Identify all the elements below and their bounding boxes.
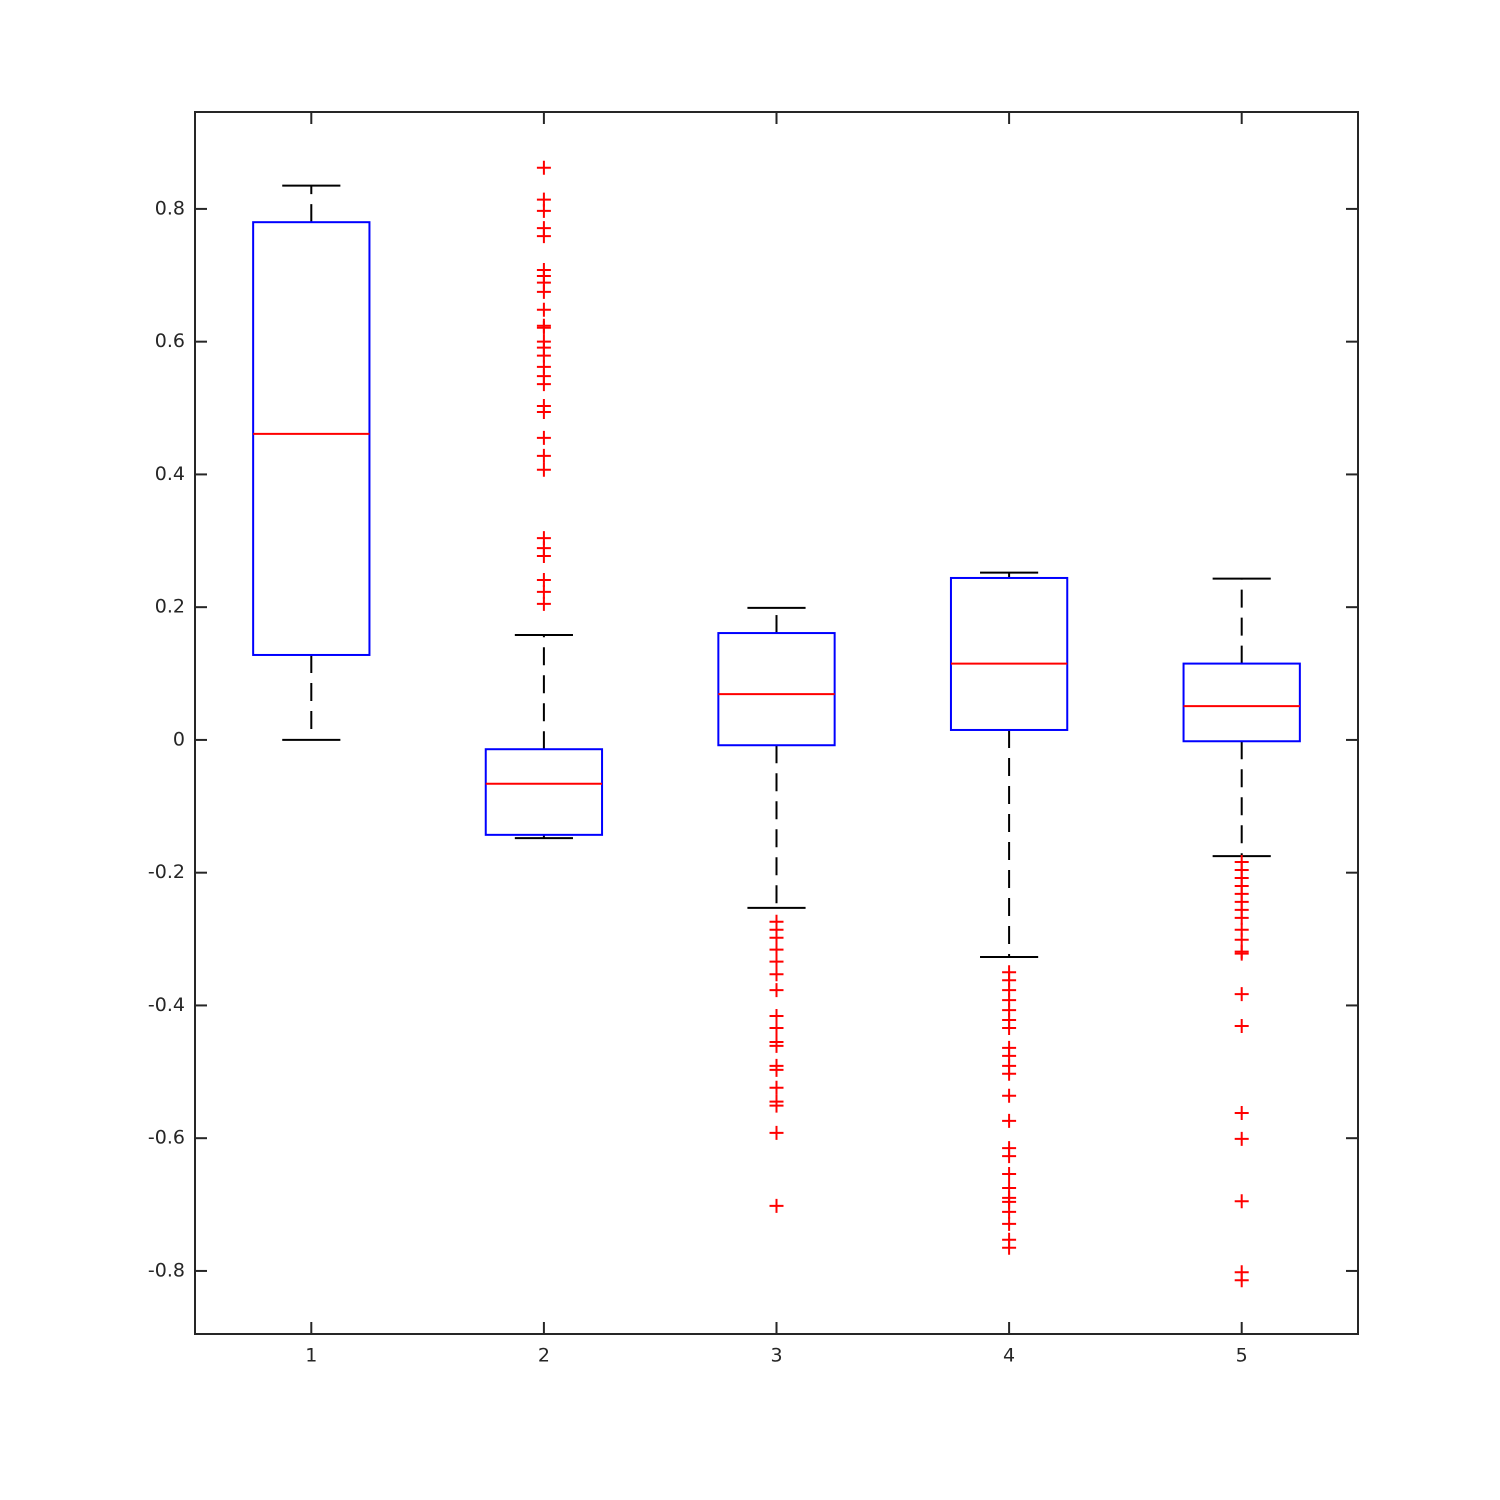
outlier <box>769 1038 784 1053</box>
outlier <box>536 549 551 564</box>
outlier <box>536 405 551 420</box>
outlier <box>769 1198 784 1213</box>
y-tick-label: 0.2 <box>155 596 185 618</box>
outlier <box>1002 1066 1017 1081</box>
outlier <box>536 229 551 244</box>
y-tick-label: -0.8 <box>148 1259 185 1281</box>
outlier <box>1234 1019 1249 1034</box>
outlier <box>769 1021 784 1035</box>
outlier <box>1234 946 1249 961</box>
outlier <box>1002 1088 1017 1103</box>
outlier <box>536 572 551 587</box>
y-tick-label: 0 <box>173 728 185 750</box>
outlier <box>536 160 551 175</box>
outlier <box>536 448 551 463</box>
outlier <box>1234 932 1249 947</box>
y-tick-label: -0.6 <box>148 1127 185 1149</box>
outlier <box>769 1098 784 1113</box>
outlier <box>536 430 551 445</box>
outlier <box>1002 1204 1017 1219</box>
y-tick-label: -0.4 <box>148 994 185 1016</box>
x-tick-label: 4 <box>1003 1345 1015 1367</box>
outlier <box>769 1125 784 1140</box>
x-tick-label: 3 <box>770 1345 782 1367</box>
x-tick-label: 5 <box>1236 1345 1248 1367</box>
box <box>252 221 371 656</box>
outlier <box>536 596 551 611</box>
box <box>484 748 604 836</box>
outlier <box>769 942 784 957</box>
outlier <box>1234 1131 1249 1146</box>
outlier <box>1002 1167 1017 1182</box>
box <box>949 576 1069 731</box>
box <box>1182 662 1301 743</box>
y-tick-label: -0.2 <box>148 861 185 883</box>
outlier <box>536 302 551 317</box>
outlier <box>1002 1113 1017 1128</box>
outlier <box>1234 1105 1249 1120</box>
outlier <box>769 983 784 998</box>
outlier <box>536 203 551 218</box>
outlier <box>1002 1240 1017 1255</box>
y-tick-label: 0.4 <box>155 463 185 485</box>
outlier <box>1234 1273 1249 1288</box>
outlier <box>536 284 551 299</box>
outlier <box>769 967 784 982</box>
x-tick-label: 2 <box>538 1345 550 1367</box>
outlier <box>536 320 551 335</box>
outlier <box>1234 1194 1249 1209</box>
outlier <box>536 377 551 392</box>
outlier <box>769 1080 784 1095</box>
plot-frame <box>194 111 1359 1335</box>
outlier <box>1002 1021 1017 1035</box>
outlier <box>1002 1216 1017 1231</box>
y-tick-label: 0.8 <box>155 197 185 219</box>
outlier <box>536 584 551 599</box>
outlier <box>769 954 784 969</box>
outlier <box>769 930 784 945</box>
outlier <box>1002 1149 1017 1164</box>
x-tick-label: 1 <box>305 1345 317 1367</box>
outlier <box>1234 987 1249 1002</box>
outlier <box>536 462 551 477</box>
outlier <box>769 1009 784 1024</box>
y-tick-label: 0.6 <box>155 330 185 352</box>
outlier <box>769 1062 784 1077</box>
outlier <box>1234 910 1249 925</box>
box <box>717 632 836 747</box>
